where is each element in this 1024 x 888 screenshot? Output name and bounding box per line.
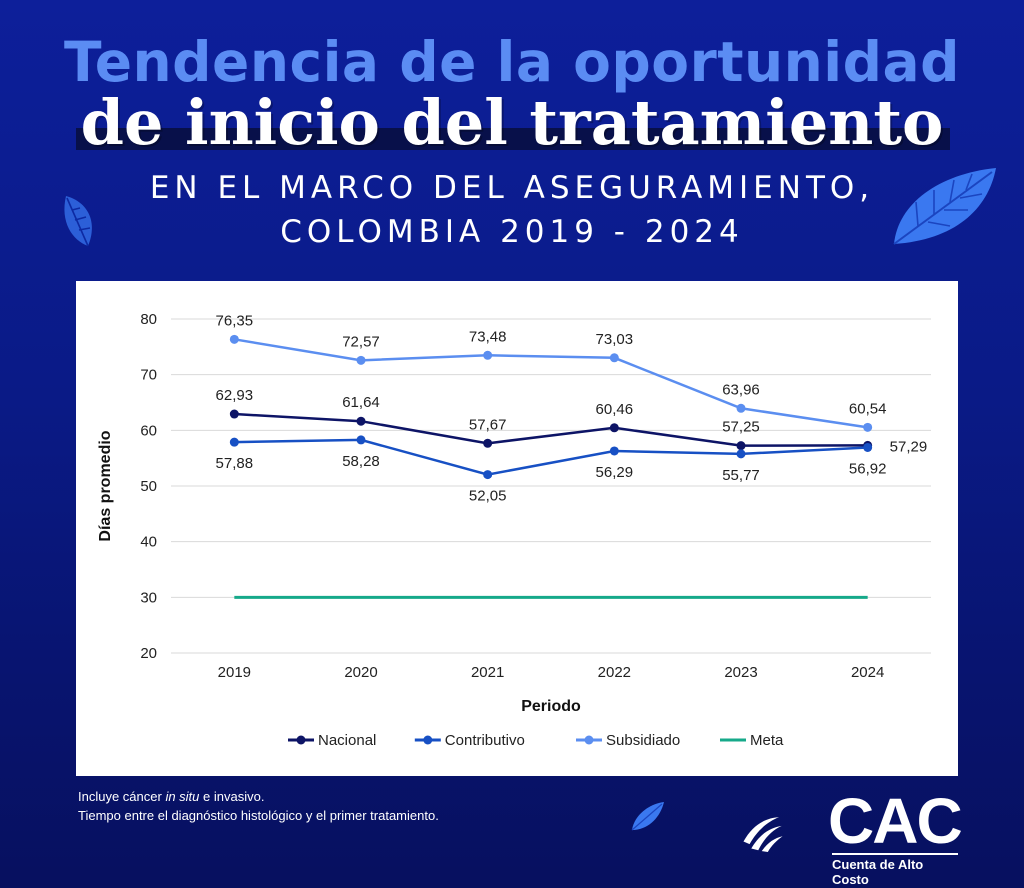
point-contributivo xyxy=(229,437,239,447)
y-tick-label: 80 xyxy=(140,311,157,328)
point-nacional xyxy=(229,409,239,419)
chart-card: 20 30 40 50 60 70 80 2019 2020 2021 2022 2023 2024 Pe… xyxy=(76,281,958,776)
chart-subtitle-line1: EN EL MARCO DEL ASEGURAMIENTO, xyxy=(149,170,875,206)
point-nacional xyxy=(483,438,493,448)
legend-label-nacional: Nacional xyxy=(318,732,376,749)
data-label-subsidiado: 73,03 xyxy=(596,331,634,348)
point-subsidiado xyxy=(609,353,619,363)
y-tick-label: 30 xyxy=(140,589,157,606)
point-contributivo xyxy=(609,446,619,456)
legend-label-meta: Meta xyxy=(750,732,784,749)
x-tick-label: 2022 xyxy=(598,664,631,681)
chart-title-line1: Tendencia de la oportunidad xyxy=(63,30,961,94)
x-tick-label: 2023 xyxy=(724,664,757,681)
cac-logo-swoosh-icon xyxy=(743,817,783,852)
data-label-contributivo: 55,77 xyxy=(722,467,760,484)
axes: 20 30 40 50 60 70 80 2019 2020 2021 2022 2023 2024 Pe… xyxy=(97,311,884,715)
point-subsidiado xyxy=(736,403,746,413)
title-underline-bar xyxy=(76,128,950,150)
x-tick-label: 2024 xyxy=(851,664,884,681)
chart-title-line2: de inicio del tratamiento xyxy=(80,86,944,159)
data-label-nacional: 61,64 xyxy=(342,394,380,411)
y-tick-label: 40 xyxy=(140,534,157,551)
cac-logo-subtext: Cuenta de Alto Costo xyxy=(832,853,958,887)
series xyxy=(229,334,873,599)
footnote-line1: Incluye cáncer in situ e invasivo. xyxy=(78,789,265,804)
gridlines xyxy=(171,318,931,654)
legend-marker-subsidiado xyxy=(584,735,594,745)
series-line-contributivo xyxy=(234,438,868,476)
point-subsidiado xyxy=(229,334,239,344)
point-contributivo xyxy=(356,435,366,445)
data-label-subsidiado: 73,48 xyxy=(469,328,507,345)
y-tick-label: 60 xyxy=(140,422,157,439)
point-subsidiado xyxy=(356,355,366,365)
series-line-subsidiado xyxy=(234,338,868,429)
line-chart: 20 30 40 50 60 70 80 2019 2020 2021 2022 2023 2024 Pe… xyxy=(97,311,931,749)
legend-marker-contributivo xyxy=(423,735,433,745)
point-contributivo xyxy=(483,470,493,480)
data-label-subsidiado: 76,35 xyxy=(216,312,254,329)
data-label-contributivo: 56,29 xyxy=(596,464,634,481)
leaf-bottom-icon xyxy=(631,802,664,831)
data-label-nacional: 57,25 xyxy=(722,419,760,436)
data-label-nacional: 57,67 xyxy=(469,416,507,433)
legend-marker-nacional xyxy=(296,735,306,745)
x-tick-label: 2021 xyxy=(471,664,504,681)
data-label-nacional: 60,46 xyxy=(596,401,634,418)
x-tick-label: 2019 xyxy=(218,664,251,681)
data-label-nacional: 62,93 xyxy=(216,387,254,404)
leaf-right-icon xyxy=(893,168,996,245)
data-label-subsidiado: 72,57 xyxy=(342,333,380,350)
data-labels: 62,93 61,64 57,67 60,46 57,25 57,29 57,88 58,28… xyxy=(216,312,928,504)
y-tick-label: 20 xyxy=(140,645,157,662)
leaf-left-icon xyxy=(64,196,92,247)
cac-logo-text: CAC xyxy=(828,785,963,857)
x-axis-title: Periodo xyxy=(521,698,581,715)
point-nacional xyxy=(356,416,366,426)
chart-subtitle-line2: COLOMBIA 2019 - 2024 xyxy=(280,214,744,250)
legend-label-contributivo: Contributivo xyxy=(445,732,525,749)
data-label-contributivo: 52,05 xyxy=(469,488,507,505)
legend-label-subsidiado: Subsidiado xyxy=(606,732,680,749)
data-label-nacional: 57,29 xyxy=(890,438,928,455)
data-label-subsidiado: 60,54 xyxy=(849,400,887,417)
point-subsidiado xyxy=(483,350,493,360)
x-tick-label: 2020 xyxy=(344,664,377,681)
point-contributivo xyxy=(863,442,873,452)
point-nacional xyxy=(736,441,746,451)
point-contributivo xyxy=(736,449,746,459)
data-label-contributivo: 57,88 xyxy=(216,455,254,472)
data-label-contributivo: 56,92 xyxy=(849,460,887,477)
y-axis-title: Días promedio xyxy=(97,430,114,541)
data-label-contributivo: 58,28 xyxy=(342,453,380,470)
legend: Nacional Contributivo Subsidiado Meta xyxy=(288,732,784,749)
point-subsidiado xyxy=(863,422,873,432)
y-tick-label: 50 xyxy=(140,478,157,495)
footnote-line2: Tiempo entre el diagnóstico histológico … xyxy=(78,808,439,823)
point-nacional xyxy=(609,423,619,433)
series-line-nacional xyxy=(234,412,868,447)
data-label-subsidiado: 63,96 xyxy=(722,381,760,398)
y-tick-label: 70 xyxy=(140,367,157,384)
